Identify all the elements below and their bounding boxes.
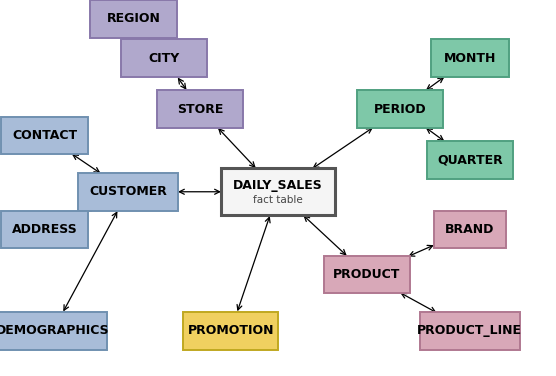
Text: CONTACT: CONTACT xyxy=(12,129,77,142)
Text: fact table: fact table xyxy=(253,196,303,205)
Text: DAILY_SALES: DAILY_SALES xyxy=(233,179,323,192)
FancyBboxPatch shape xyxy=(221,168,335,215)
FancyBboxPatch shape xyxy=(2,211,88,248)
Text: PRODUCT: PRODUCT xyxy=(333,268,401,281)
Text: CITY: CITY xyxy=(148,52,180,65)
FancyBboxPatch shape xyxy=(420,312,520,350)
Text: PERIOD: PERIOD xyxy=(374,103,426,115)
Text: STORE: STORE xyxy=(177,103,224,115)
FancyBboxPatch shape xyxy=(78,173,178,211)
FancyBboxPatch shape xyxy=(157,90,244,128)
Text: ADDRESS: ADDRESS xyxy=(12,223,77,236)
Text: REGION: REGION xyxy=(107,12,160,25)
FancyBboxPatch shape xyxy=(183,312,278,350)
FancyBboxPatch shape xyxy=(431,39,509,77)
Text: PROMOTION: PROMOTION xyxy=(187,324,274,337)
Text: BRAND: BRAND xyxy=(445,223,494,236)
Text: CUSTOMER: CUSTOMER xyxy=(89,185,167,198)
FancyBboxPatch shape xyxy=(90,0,177,38)
FancyBboxPatch shape xyxy=(427,141,513,179)
FancyBboxPatch shape xyxy=(324,256,410,293)
Text: QUARTER: QUARTER xyxy=(437,153,503,166)
FancyBboxPatch shape xyxy=(357,90,444,128)
Text: PRODUCT_LINE: PRODUCT_LINE xyxy=(418,324,522,337)
Text: DEMOGRAPHICS: DEMOGRAPHICS xyxy=(0,324,110,337)
Text: MONTH: MONTH xyxy=(444,52,496,65)
FancyBboxPatch shape xyxy=(121,39,207,77)
FancyBboxPatch shape xyxy=(0,312,107,350)
FancyBboxPatch shape xyxy=(434,211,506,248)
FancyBboxPatch shape xyxy=(2,117,88,154)
